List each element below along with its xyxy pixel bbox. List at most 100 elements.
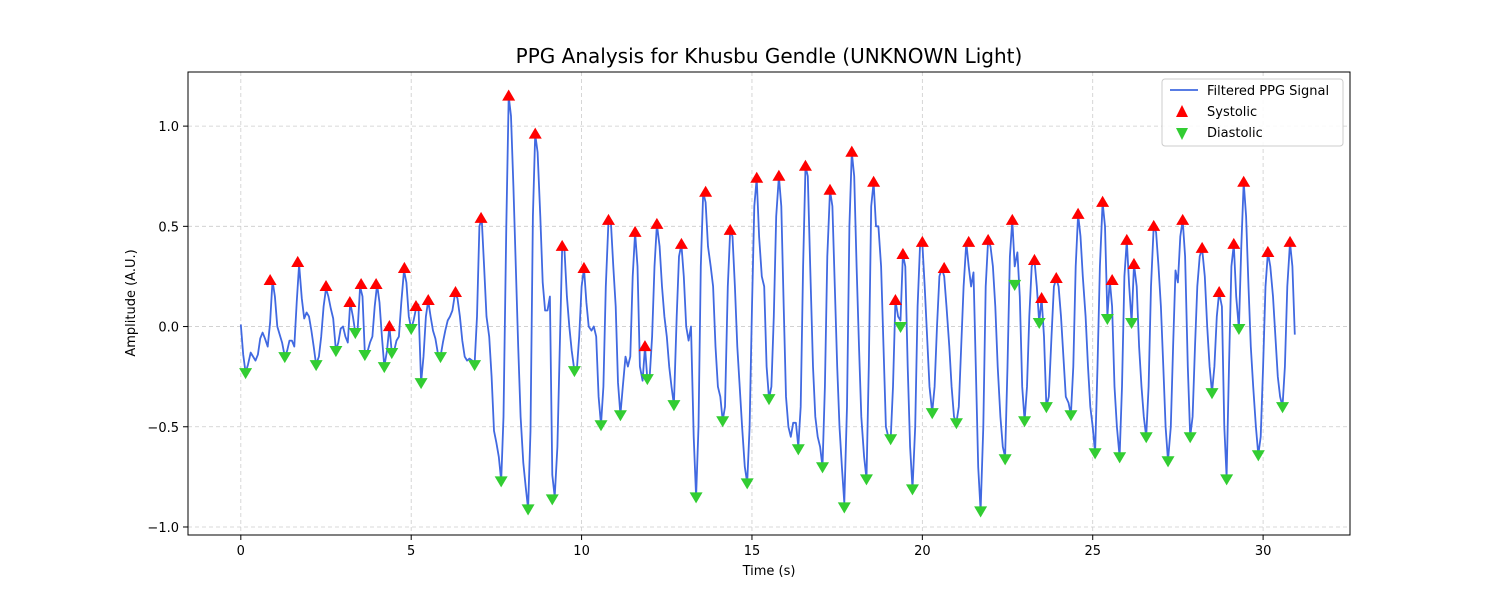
systolic-marker xyxy=(354,277,368,290)
systolic-marker xyxy=(555,239,569,251)
systolic-marker xyxy=(528,127,542,139)
x-axis-ticks: 0 5 10 15 20 25 30 xyxy=(237,535,1272,559)
systolic-marker xyxy=(1005,213,1019,225)
systolic-marker xyxy=(397,261,411,273)
systolic-marker xyxy=(772,169,786,181)
diastolic-marker xyxy=(791,444,805,456)
diastolic-marker xyxy=(1251,450,1265,462)
legend-diastolic-label: Diastolic xyxy=(1207,126,1263,141)
systolic-marker xyxy=(577,261,591,273)
x-tick-label: 10 xyxy=(573,544,590,559)
systolic-marker xyxy=(699,185,713,197)
x-tick-label: 20 xyxy=(914,544,931,559)
systolic-marker xyxy=(409,300,423,312)
systolic-marker xyxy=(638,340,652,352)
systolic-marker xyxy=(369,277,383,290)
diastolic-marker xyxy=(998,454,1012,466)
systolic-marker xyxy=(962,235,976,247)
systolic-marker xyxy=(319,279,333,292)
systolic-marker xyxy=(382,320,396,332)
systolic-marker xyxy=(981,233,995,245)
x-tick-label: 0 xyxy=(237,544,245,559)
diastolic-marker xyxy=(1113,452,1127,464)
systolic-marker xyxy=(888,293,902,306)
diastolic-marker xyxy=(837,502,851,514)
diastolic-marker xyxy=(494,476,508,488)
diastolic-marker xyxy=(667,400,681,412)
systolic-marker xyxy=(1027,253,1041,265)
y-axis-ticks: −1.0 −0.5 0.0 0.5 1.0 xyxy=(147,120,188,536)
diastolic-marker xyxy=(468,360,482,372)
systolic-marker xyxy=(650,217,664,229)
systolic-marker xyxy=(1049,271,1063,283)
legend-signal-label: Filtered PPG Signal xyxy=(1207,84,1329,99)
diastolic-marker xyxy=(239,368,253,380)
x-tick-label: 30 xyxy=(1255,544,1272,559)
diastolic-marker xyxy=(521,504,535,516)
systolic-marker xyxy=(474,211,488,223)
y-tick-label: 0.5 xyxy=(158,220,179,235)
diastolic-marker xyxy=(385,348,399,360)
x-tick-label: 25 xyxy=(1084,544,1101,559)
diastolic-marker xyxy=(689,492,703,504)
diastolic-marker xyxy=(594,420,608,432)
systolic-marker xyxy=(343,295,357,308)
systolic-marker xyxy=(291,255,305,267)
legend: Filtered PPG Signal Systolic Diastolic xyxy=(1161,78,1344,147)
systolic-marker xyxy=(750,171,764,183)
y-tick-label: −0.5 xyxy=(147,421,179,436)
diastolic-marker xyxy=(1183,432,1197,444)
y-axis-label: Amplitude (A.U.) xyxy=(124,249,139,356)
diastolic-marker xyxy=(404,324,418,336)
diastolic-marker xyxy=(884,434,898,446)
systolic-marker xyxy=(1071,207,1085,219)
systolic-marker xyxy=(1212,285,1226,298)
diastolic-marker xyxy=(1276,402,1290,414)
diastolic-marker xyxy=(613,410,627,422)
systolic-marker xyxy=(602,213,616,225)
legend-diastolic-swatch xyxy=(1176,128,1188,140)
diastolic-marker xyxy=(1064,410,1078,422)
systolic-marker xyxy=(867,175,881,187)
grid-lines xyxy=(188,72,1350,535)
x-tick-label: 15 xyxy=(744,544,761,559)
diastolic-marker xyxy=(1205,388,1219,400)
diastolic-marker xyxy=(762,394,776,406)
chart-title: PPG Analysis for Khusbu Gendle (UNKNOWN … xyxy=(516,44,1023,68)
systolic-marker xyxy=(1147,219,1161,231)
diastolic-marker xyxy=(1125,317,1139,330)
diastolic-marker xyxy=(1139,432,1153,444)
systolic-marker xyxy=(421,293,435,306)
diastolic-marker xyxy=(815,462,829,474)
systolic-marker xyxy=(448,285,462,298)
systolic-marker xyxy=(1283,235,1297,247)
legend-systolic-swatch xyxy=(1176,105,1188,117)
systolic-marker xyxy=(823,183,837,195)
systolic-marker xyxy=(1120,233,1134,245)
systolic-marker xyxy=(1096,195,1110,207)
diastolic-marker xyxy=(925,408,939,420)
diastolic-marker xyxy=(377,362,391,374)
diastolic-marker xyxy=(309,360,323,372)
diastolic-marker xyxy=(1161,456,1175,468)
diastolic-marker xyxy=(1039,402,1053,414)
plot-area xyxy=(239,89,1297,518)
diastolic-marker xyxy=(949,418,963,430)
systolic-marker xyxy=(937,261,951,273)
diastolic-marker xyxy=(640,374,654,386)
x-axis-label: Time (s) xyxy=(742,564,796,579)
systolic-marker xyxy=(845,145,859,157)
systolic-marker xyxy=(674,237,688,249)
y-tick-label: −1.0 xyxy=(147,521,179,536)
signal-line xyxy=(239,95,1296,512)
y-tick-label: 0.0 xyxy=(158,321,179,336)
diastolic-marker xyxy=(859,474,873,486)
systolic-marker xyxy=(798,159,812,171)
diastolic-marker xyxy=(1008,279,1022,291)
systolic-marker xyxy=(263,273,277,286)
legend-systolic-label: Systolic xyxy=(1207,105,1257,120)
systolic-marker xyxy=(723,223,737,235)
diastolic-marker xyxy=(1232,324,1246,336)
diastolic-marker xyxy=(414,378,428,390)
